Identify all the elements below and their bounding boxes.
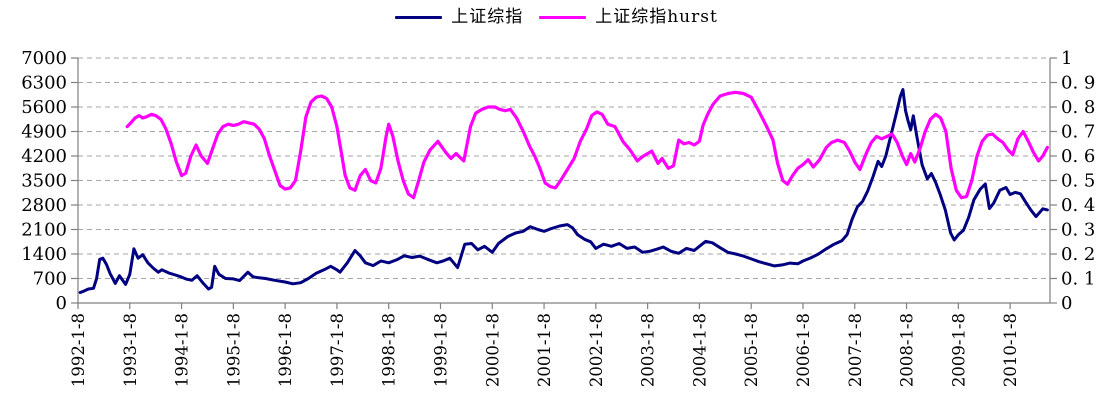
legend-label-sse-hurst: 上证综指hurst <box>595 7 718 27</box>
y-axis-left-label: 2800 <box>21 195 67 216</box>
legend-line-swatch-sse-hurst <box>539 16 587 19</box>
x-axis-label: 2002-1-8 <box>587 313 606 387</box>
y-axis-left-label: 7000 <box>21 48 67 69</box>
x-axis-label: 2003-1-8 <box>639 313 658 387</box>
y-axis-right-label: 0. 7 <box>1061 122 1095 143</box>
y-axis-left-label: 700 <box>33 269 67 290</box>
x-axis-label: 1992-1-8 <box>69 313 88 387</box>
x-axis-label: 2007-1-8 <box>846 313 865 387</box>
y-axis-right-label: 1 <box>1061 48 1072 69</box>
y-axis-right-label: 0. 9 <box>1061 73 1095 94</box>
y-axis-right-label: 0 <box>1061 293 1072 314</box>
x-axis-label: 1997-1-8 <box>328 313 347 387</box>
x-axis-label: 2008-1-8 <box>898 313 917 387</box>
legend-label-sse-index: 上证综指 <box>451 7 524 27</box>
x-axis-label: 1999-1-8 <box>431 313 450 387</box>
y-axis-left-label: 2100 <box>21 220 67 241</box>
x-axis-label: 1998-1-8 <box>380 313 399 387</box>
y-axis-right-label: 0. 2 <box>1061 244 1095 265</box>
y-axis-left-label: 3500 <box>21 171 67 192</box>
x-axis-label: 2010-1-8 <box>1001 313 1020 387</box>
y-axis-left-label: 4200 <box>21 146 67 167</box>
x-axis-label: 2006-1-8 <box>794 313 813 387</box>
y-axis-left-label: 5600 <box>21 97 67 118</box>
y-axis-right-label: 0. 6 <box>1061 146 1095 167</box>
y-axis-left-label: 0 <box>56 293 67 314</box>
legend-line-swatch-sse-index <box>395 16 443 19</box>
x-axis-label: 2009-1-8 <box>949 313 968 387</box>
x-axis-label: 1994-1-8 <box>173 313 192 387</box>
y-axis-right-label: 0. 3 <box>1061 220 1095 241</box>
y-axis-right-label: 0. 1 <box>1061 269 1095 290</box>
x-axis-label: 2005-1-8 <box>742 313 761 387</box>
chart-legend: 上证综指 上证综指hurst <box>0 9 1113 26</box>
x-axis-label: 2001-1-8 <box>535 313 554 387</box>
y-axis-left-label: 6300 <box>21 73 67 94</box>
series-line-sse-hurst <box>125 90 1050 200</box>
y-axis-left-label: 1400 <box>21 244 67 265</box>
legend-item-sse-hurst: 上证综指hurst <box>539 9 718 26</box>
x-axis-label: 2004-1-8 <box>690 313 709 387</box>
x-axis-label: 2000-1-8 <box>483 313 502 387</box>
legend-item-sse-index: 上证综指 <box>395 9 523 26</box>
y-axis-right-label: 0. 5 <box>1061 171 1095 192</box>
x-axis-label: 1995-1-8 <box>224 313 243 387</box>
x-axis-label: 1996-1-8 <box>276 313 295 387</box>
y-axis-right-label: 0. 4 <box>1061 195 1095 216</box>
y-axis-left-label: 4900 <box>21 122 67 143</box>
series-line-sse-index <box>78 88 1049 294</box>
x-axis-label: 1993-1-8 <box>121 313 140 387</box>
y-axis-right-label: 0. 8 <box>1061 97 1095 118</box>
